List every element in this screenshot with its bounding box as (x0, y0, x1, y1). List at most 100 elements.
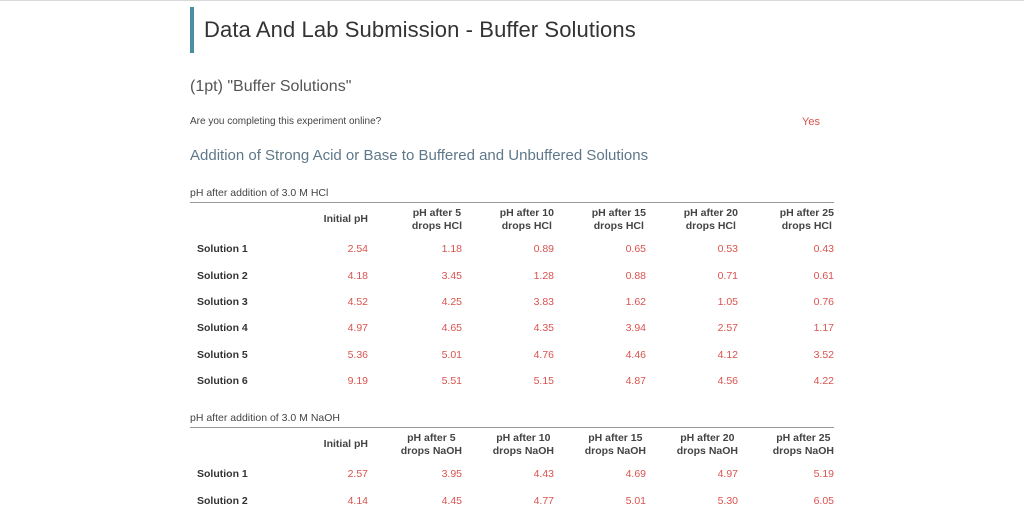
ph-value-cell[interactable]: 5.19 (813, 468, 834, 481)
hcl-header-3-line2: drops HCl (593, 219, 644, 232)
hcl-header-4-line2: drops HCl (685, 219, 736, 232)
ph-value-cell[interactable]: 1.18 (441, 243, 462, 256)
ph-value-cell[interactable]: 0.43 (813, 243, 834, 256)
naoh-table: Initial pH pH after 5 drops NaOH pH after… (190, 428, 834, 514)
ph-value-cell[interactable]: 3.45 (441, 269, 462, 282)
ph-value-cell[interactable]: 0.61 (813, 269, 834, 282)
hcl-table-block: pH after addition of 3.0 M HCl Initial p… (190, 187, 834, 394)
hcl-header-5-line1: pH after 25 (779, 206, 834, 219)
title-accent-bar (190, 7, 194, 53)
naoh-header-3-line1: pH after 15 (588, 431, 643, 444)
ph-value-cell[interactable]: 3.95 (441, 468, 462, 481)
table-row: Solution 4 4.97 4.65 4.35 3.94 2.57 1.17 (190, 315, 834, 341)
ph-value-cell[interactable]: 4.77 (533, 494, 554, 507)
naoh-header-4-line1: pH after 20 (680, 431, 735, 444)
ph-value-cell[interactable]: 0.65 (625, 243, 646, 256)
row-label: Solution 6 (197, 375, 248, 388)
ph-value-cell[interactable]: 0.88 (625, 269, 646, 282)
ph-value-cell[interactable]: 4.52 (347, 295, 368, 308)
hcl-header-25-drops: pH after 25 drops HCl (738, 203, 834, 236)
ph-value-cell[interactable]: 4.97 (717, 468, 738, 481)
hcl-table-caption: pH after addition of 3.0 M HCl (190, 187, 834, 203)
ph-value-cell[interactable]: 1.17 (813, 322, 834, 335)
ph-value-cell[interactable]: 4.87 (625, 375, 646, 388)
ph-value-cell[interactable]: 4.14 (347, 494, 368, 507)
ph-value-cell[interactable]: 2.54 (347, 243, 368, 256)
page-title: Data And Lab Submission - Buffer Solutio… (204, 17, 636, 42)
ph-value-cell[interactable]: 2.57 (347, 468, 368, 481)
row-label: Solution 2 (197, 269, 248, 282)
ph-value-cell[interactable]: 2.57 (717, 322, 738, 335)
ph-value-cell[interactable]: 4.35 (533, 322, 554, 335)
naoh-header-2-line2: drops NaOH (492, 444, 554, 457)
ph-value-cell[interactable]: 3.83 (533, 295, 554, 308)
hcl-header-3-line1: pH after 15 (591, 206, 646, 219)
ph-value-cell[interactable]: 0.89 (533, 243, 554, 256)
ph-value-cell[interactable]: 4.76 (533, 348, 554, 361)
ph-value-cell[interactable]: 4.56 (717, 375, 738, 388)
ph-value-cell[interactable]: 5.30 (717, 494, 738, 507)
hcl-header-4-line1: pH after 20 (683, 206, 738, 219)
table-row: Solution 6 9.19 5.51 5.15 4.87 4.56 4.22 (190, 368, 834, 394)
hcl-header-15-drops: pH after 15 drops HCl (554, 203, 646, 236)
ph-value-cell[interactable]: 4.45 (441, 494, 462, 507)
ph-value-cell[interactable]: 1.05 (717, 295, 738, 308)
table-row: Solution 1 2.54 1.18 0.89 0.65 0.53 0.43 (190, 236, 834, 262)
ph-value-cell[interactable]: 3.52 (813, 348, 834, 361)
hcl-header-0-line1: Initial pH (323, 213, 368, 225)
naoh-table-caption: pH after addition of 3.0 M NaOH (190, 412, 834, 428)
naoh-header-4-line2: drops NaOH (676, 444, 738, 457)
hcl-header-initial-ph: Initial pH (280, 203, 368, 236)
online-question-row: Are you completing this experiment onlin… (190, 116, 830, 130)
ph-value-cell[interactable]: 4.22 (813, 375, 834, 388)
table-row: Solution 2 4.18 3.45 1.28 0.88 0.71 0.61 (190, 262, 834, 288)
hcl-header-2-line1: pH after 10 (499, 206, 554, 219)
naoh-header-initial-ph: Initial pH (280, 428, 368, 461)
naoh-header-10-drops: pH after 10 drops NaOH (462, 428, 554, 461)
row-label: Solution 5 (197, 348, 248, 361)
hcl-table-body: Solution 1 2.54 1.18 0.89 0.65 0.53 0.43 Soluti… (190, 236, 834, 394)
ph-value-cell[interactable]: 5.51 (441, 375, 462, 388)
hcl-header-1-line1: pH after 5 (412, 206, 462, 219)
ph-value-cell[interactable]: 0.71 (717, 269, 738, 282)
ph-value-cell[interactable]: 5.15 (533, 375, 554, 388)
naoh-header-5-line2: drops NaOH (772, 444, 834, 457)
ph-value-cell[interactable]: 4.65 (441, 322, 462, 335)
naoh-header-20-drops: pH after 20 drops NaOH (646, 428, 738, 461)
hcl-header-2-line2: drops HCl (501, 219, 552, 232)
ph-value-cell[interactable]: 4.46 (625, 348, 646, 361)
hcl-header-1-line2: drops HCl (411, 219, 462, 232)
ph-value-cell[interactable]: 5.01 (625, 494, 646, 507)
online-question-label: Are you completing this experiment onlin… (190, 116, 382, 127)
ph-value-cell[interactable]: 4.69 (625, 468, 646, 481)
naoh-header-2-line1: pH after 10 (496, 431, 551, 444)
ph-value-cell[interactable]: 4.12 (717, 348, 738, 361)
naoh-header-1-line2: drops NaOH (400, 444, 462, 457)
ph-value-cell[interactable]: 1.28 (533, 269, 554, 282)
ph-value-cell[interactable]: 4.43 (533, 468, 554, 481)
ph-value-cell[interactable]: 4.18 (347, 269, 368, 282)
naoh-header-row: Initial pH pH after 5 drops NaOH pH after… (190, 428, 834, 461)
section-title: Addition of Strong Acid or Base to Buffe… (190, 147, 649, 164)
ph-value-cell[interactable]: 3.94 (625, 322, 646, 335)
ph-value-cell[interactable]: 5.01 (441, 348, 462, 361)
hcl-table: Initial pH pH after 5 drops HCl pH after … (190, 203, 834, 394)
ph-value-cell[interactable]: 1.62 (625, 295, 646, 308)
ph-value-cell[interactable]: 4.97 (347, 322, 368, 335)
hcl-header-row: Initial pH pH after 5 drops HCl pH after … (190, 203, 834, 236)
hcl-header-5-drops: pH after 5 drops HCl (368, 203, 462, 236)
ph-value-cell[interactable]: 5.36 (347, 348, 368, 361)
ph-value-cell[interactable]: 0.76 (813, 295, 834, 308)
page-header: Data And Lab Submission - Buffer Solutio… (190, 7, 636, 53)
table-row: Solution 1 2.57 3.95 4.43 4.69 4.97 5.19 (190, 461, 834, 487)
ph-value-cell[interactable]: 9.19 (347, 375, 368, 388)
ph-value-cell[interactable]: 0.53 (717, 243, 738, 256)
naoh-header-corner (190, 428, 280, 461)
naoh-table-body: Solution 1 2.57 3.95 4.43 4.69 4.97 5.19 Soluti… (190, 461, 834, 514)
online-question-answer[interactable]: Yes (802, 116, 820, 128)
row-label: Solution 1 (197, 468, 248, 481)
ph-value-cell[interactable]: 6.05 (813, 494, 834, 507)
ph-value-cell[interactable]: 4.25 (441, 295, 462, 308)
naoh-header-3-line2: drops NaOH (584, 444, 646, 457)
